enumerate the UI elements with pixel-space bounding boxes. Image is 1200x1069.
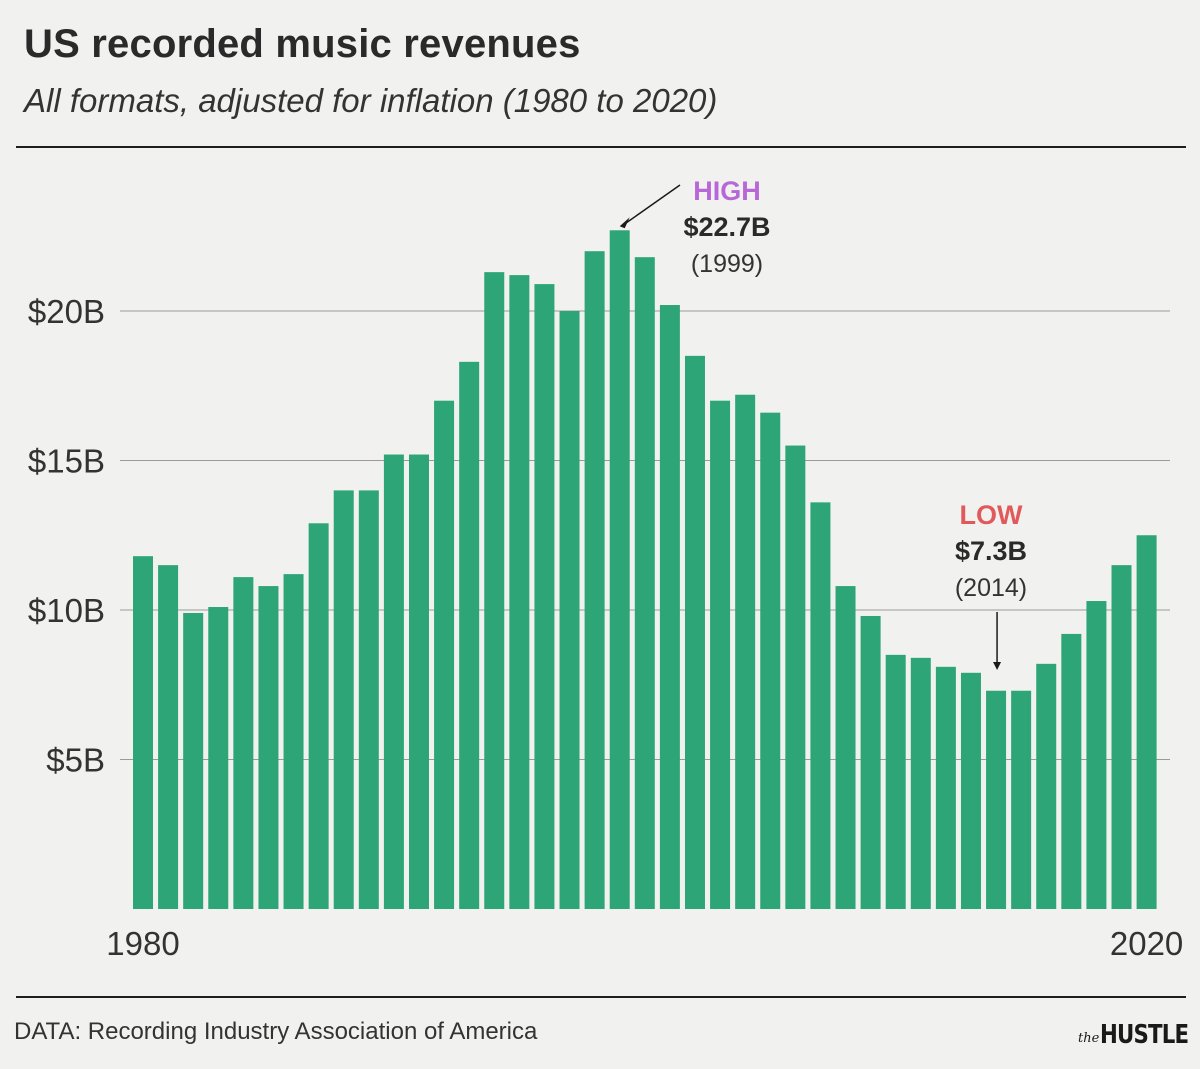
- bar-2016: [1036, 663, 1057, 909]
- bar-1983: [208, 607, 229, 909]
- bar-2006: [785, 445, 806, 909]
- bar-2008: [835, 586, 856, 909]
- bar-1980: [133, 556, 153, 909]
- bar-1999: [609, 230, 630, 909]
- bar-1981: [158, 565, 179, 909]
- brand-logo: the HUSTLE: [1078, 1016, 1200, 1050]
- bar-1984: [233, 577, 254, 909]
- bar-1991: [408, 454, 429, 909]
- bar-1990: [383, 454, 404, 909]
- bar-2002: [684, 355, 705, 910]
- bar-2018: [1086, 601, 1107, 909]
- bar-2000: [634, 257, 655, 909]
- low-label: LOW: [960, 500, 1023, 530]
- logo-prefix: the: [1078, 1031, 1100, 1046]
- bar-2003: [710, 400, 731, 909]
- bar-1998: [584, 251, 605, 909]
- high-value-label: $22.7B: [683, 212, 770, 242]
- y-tick-label: $10B: [28, 592, 105, 629]
- bar-2001: [659, 305, 680, 909]
- high-arrow-head: [619, 217, 630, 229]
- bar-2004: [735, 394, 756, 910]
- x-tick-label: 2020: [1110, 925, 1183, 962]
- bar-2020: [1136, 535, 1157, 909]
- chart-title: US recorded music revenues: [24, 22, 581, 66]
- x-tick-label: 1980: [106, 925, 179, 962]
- bar-1985: [258, 586, 279, 909]
- bar-2014: [986, 690, 1007, 909]
- logo-brand: HUSTLE: [1100, 1020, 1189, 1050]
- y-tick-label: $15B: [28, 443, 105, 480]
- bar-1989: [358, 490, 379, 909]
- low-arrow-head: [993, 662, 1002, 670]
- bar-1995: [509, 275, 530, 909]
- top-rule: [16, 146, 1186, 148]
- bar-1987: [308, 523, 329, 909]
- bottom-rule: [16, 996, 1186, 998]
- bar-1994: [484, 272, 505, 909]
- bar-2017: [1061, 633, 1082, 909]
- bar-1992: [434, 400, 455, 909]
- y-tick-label: $5B: [46, 742, 105, 779]
- bar-2007: [810, 502, 831, 909]
- bar-2015: [1011, 690, 1032, 909]
- low-value-label: $7.3B: [955, 536, 1027, 566]
- bar-2005: [760, 412, 781, 909]
- bar-2013: [960, 672, 981, 909]
- bar-2012: [935, 666, 956, 909]
- y-tick-label: $20B: [28, 293, 105, 330]
- high-year-label: (1999): [691, 250, 763, 278]
- bar-2019: [1111, 565, 1132, 909]
- data-source: DATA: Recording Industry Association of …: [14, 1018, 538, 1045]
- chart-subtitle: All formats, adjusted for inflation (198…: [24, 82, 718, 119]
- bar-1982: [183, 612, 204, 909]
- low-year-label: (2014): [955, 574, 1027, 602]
- high-label: HIGH: [693, 176, 761, 206]
- bar-1996: [534, 284, 555, 910]
- bar-1988: [333, 490, 354, 909]
- bar-2010: [885, 654, 906, 909]
- bar-1986: [283, 574, 304, 909]
- bar-1993: [459, 361, 480, 910]
- bar-2009: [860, 615, 881, 909]
- bar-1997: [559, 311, 580, 909]
- high-arrow-line: [625, 184, 681, 224]
- bar-2011: [910, 657, 931, 909]
